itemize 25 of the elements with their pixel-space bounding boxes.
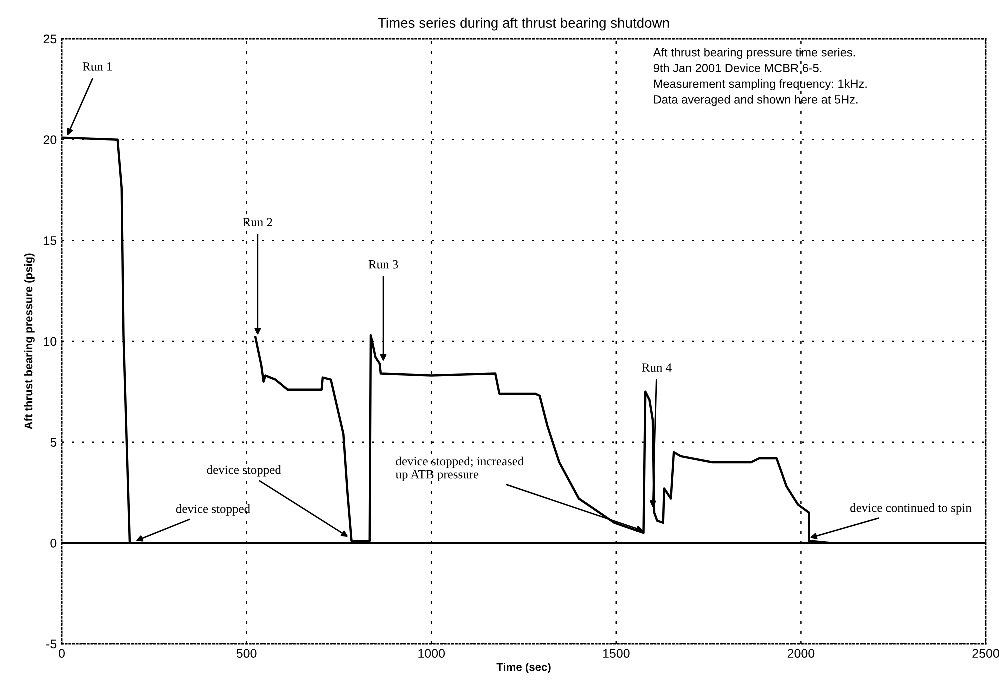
annotation: Run 3 [368,260,398,269]
x-tick-label: 2000 [788,649,815,658]
y-tick-label: -5 [46,640,57,649]
y-tick-label: 15 [44,236,57,246]
annotation: Run 2 [243,218,272,227]
y-tick-label: 25 [44,34,57,44]
y-tick-label: 10 [44,337,57,346]
x-tick-label: 1000 [418,649,446,658]
annotation: device stopped [207,465,282,477]
x-tick-label: 2500 [972,649,999,658]
annotation: Aft thrust bearing pressure time series. 9th Jan 2001 Device MCBR 6-5. Measurement sampling frequency: 1kHz. Data averaged and shown here at 5Hz. [653,48,867,106]
x-tick-label: 0 [59,649,65,658]
y-tick-label: 20 [44,136,57,144]
annotation: device stopped [176,504,250,516]
y-tick-label: 5 [50,438,57,447]
annotation: device stopped; increased up ATB pressure [396,456,524,482]
annotation: Run 1 [82,62,112,71]
annotation: device continued to spin [850,503,972,515]
chart-title: Times series during aft thrust bearing shutdown [378,18,670,31]
y-axis-title: Aft thrust bearing pressure (psig) [24,254,35,430]
x-axis-title: Time (sec) [496,663,551,674]
x-tick-label: 1500 [603,649,630,658]
y-tick-label: 0 [50,538,57,548]
annotation: Run 4 [642,364,672,372]
x-tick-label: 500 [236,649,257,658]
